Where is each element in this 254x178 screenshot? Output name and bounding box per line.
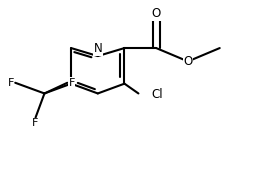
Text: F: F <box>8 78 14 88</box>
Text: O: O <box>183 55 193 68</box>
Text: F: F <box>69 78 75 88</box>
Text: F: F <box>32 118 39 128</box>
Text: Cl: Cl <box>151 88 163 101</box>
Text: O: O <box>152 7 161 20</box>
Text: N: N <box>93 42 102 55</box>
